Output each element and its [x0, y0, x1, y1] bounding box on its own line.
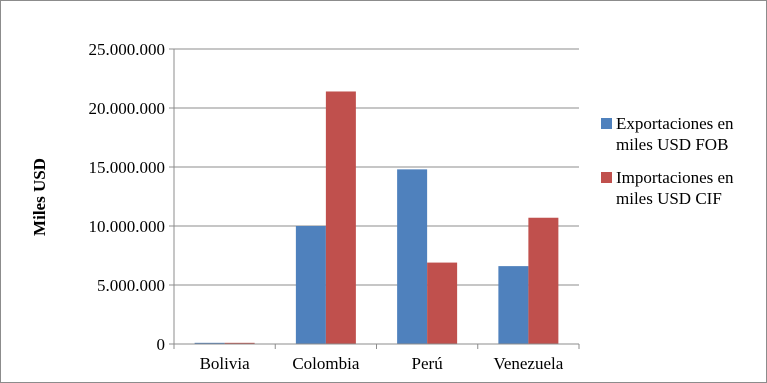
x-tick-label: Colombia: [292, 354, 360, 373]
x-tick-label: Venezuela: [493, 354, 563, 373]
legend-label: Importaciones en miles USD CIF: [616, 168, 734, 208]
bar-importaciones: [224, 342, 255, 344]
bar-exportaciones: [397, 169, 428, 344]
y-tick-label: 5.000.000: [97, 276, 165, 295]
legend-item: Exportaciones en miles USD FOB: [601, 113, 766, 155]
bar-exportaciones: [194, 342, 225, 344]
y-tick-label: 20.000.000: [89, 99, 166, 118]
bar-importaciones: [427, 262, 458, 344]
x-tick-label: Perú: [412, 354, 444, 373]
bar-exportaciones: [498, 266, 529, 344]
bar-importaciones: [528, 217, 559, 344]
legend-item: Importaciones en miles USD CIF: [601, 167, 766, 209]
y-tick-label: 15.000.000: [89, 158, 166, 177]
legend-swatch: [601, 172, 612, 183]
bar-exportaciones: [295, 226, 326, 344]
legend-swatch: [601, 118, 612, 129]
legend: Exportaciones en miles USD FOB Importacio…: [601, 113, 766, 221]
x-tick-label: Bolivia: [200, 354, 251, 373]
y-axis-title: Miles USD: [30, 158, 49, 236]
bar-importaciones: [325, 91, 356, 344]
y-tick-label: 25.000.000: [89, 40, 166, 59]
legend-label: Exportaciones en miles USD FOB: [616, 114, 734, 154]
y-tick-label: 10.000.000: [89, 217, 166, 236]
y-tick-label: 0: [157, 335, 166, 354]
